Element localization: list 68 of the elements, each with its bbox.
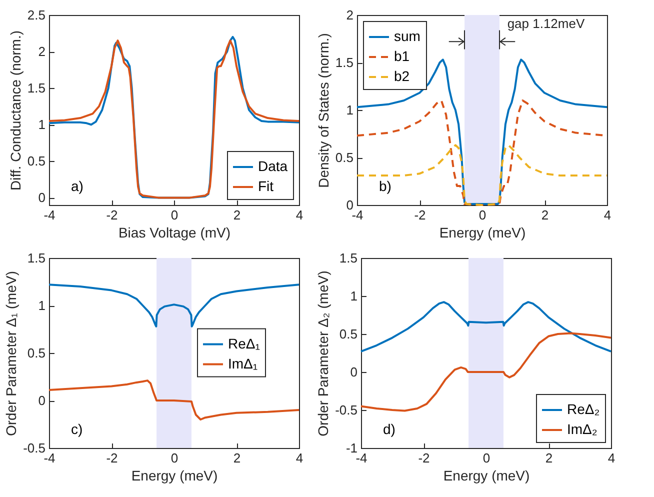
x-tick-label: -4 — [44, 450, 56, 466]
y-tick-label: 1 — [38, 117, 46, 132]
y-tick-label: 0 — [350, 364, 358, 380]
y-tick-label: 0 — [38, 190, 46, 206]
x-tick-label: -4 — [356, 450, 368, 466]
x-tick-label: 4 — [296, 208, 304, 222]
legend-label: ImΔ₁ — [228, 355, 258, 372]
y-axis-title: Order Parameter Δ₁ (meV) — [3, 271, 20, 436]
annotation: b) — [379, 178, 392, 194]
y-tick-label: -0.5 — [335, 402, 358, 418]
x-axis-title: Energy (meV) — [439, 224, 526, 240]
x-axis-title: Bias Voltage (mV) — [118, 224, 231, 240]
x-tick-label: 2 — [545, 450, 553, 466]
x-tick-label: -2 — [106, 450, 118, 466]
y-tick-label: 0.5 — [339, 326, 358, 342]
annotation: d) — [383, 421, 396, 437]
line-series — [360, 301, 612, 352]
legend-label: Data — [258, 158, 288, 174]
x-tick-label: -2 — [414, 208, 426, 222]
y-tick-label: 1.5 — [27, 80, 46, 96]
x-axis-title: Energy (meV) — [443, 468, 530, 484]
y-tick-label: 2.5 — [27, 8, 46, 22]
x-tick-label: 4 — [296, 450, 304, 466]
annotation: a) — [71, 178, 84, 194]
y-axis-title: Density of States (norm.) — [315, 33, 332, 188]
y-tick-label: 1.5 — [339, 250, 358, 266]
y-tick-label: 1 — [346, 102, 354, 118]
legend-label: Fit — [258, 178, 274, 194]
y-tick-label: 0.5 — [27, 346, 46, 360]
y-tick-label: 0.5 — [27, 154, 46, 169]
annotation: c) — [71, 421, 83, 437]
legend-label: ReΔ₁ — [228, 335, 260, 352]
line-series — [48, 284, 300, 328]
y-tick-label: 0 — [38, 393, 46, 408]
y-tick-label: -0.5 — [23, 440, 46, 456]
band-label: gap 1.12meV — [507, 16, 585, 31]
x-tick-label: 4 — [608, 450, 616, 466]
y-tick-label: -1 — [346, 440, 358, 456]
legend-label: sum — [394, 28, 420, 44]
y-tick-label: 2 — [38, 44, 46, 60]
x-tick-label: 4 — [604, 208, 612, 222]
x-axis-title: Energy (meV) — [131, 468, 218, 484]
y-tick-label: 1 — [38, 298, 46, 313]
legend-label: b2 — [394, 68, 410, 84]
legend-label: ImΔ₂ — [567, 421, 598, 437]
y-tick-label: 1 — [350, 288, 358, 304]
x-tick-label: -2 — [106, 208, 118, 222]
legend-label: b1 — [394, 48, 410, 64]
y-tick-label: 0.5 — [335, 150, 354, 165]
y-tick-label: 1.5 — [335, 55, 354, 70]
x-tick-label: 0 — [482, 450, 490, 466]
x-tick-label: 0 — [170, 208, 178, 222]
line-series — [356, 144, 608, 206]
x-tick-label: 0 — [170, 450, 178, 466]
y-axis-title: Order Parameter Δ₂ (meV) — [315, 270, 332, 436]
x-tick-label: -4 — [352, 208, 364, 222]
legend-label: ReΔ₂ — [567, 401, 600, 417]
line-series — [48, 380, 300, 420]
x-tick-label: 2 — [233, 450, 241, 466]
y-tick-label: 2 — [346, 8, 354, 22]
x-tick-label: 2 — [233, 208, 241, 222]
x-tick-label: -4 — [44, 208, 56, 222]
y-axis-title: Diff. Conductance (norm.) — [7, 30, 24, 191]
y-tick-label: 1.5 — [27, 250, 46, 266]
x-tick-label: 0 — [478, 208, 486, 222]
x-tick-label: 2 — [541, 208, 549, 222]
y-tick-label: 0 — [346, 198, 354, 212]
x-tick-label: -2 — [418, 450, 430, 466]
